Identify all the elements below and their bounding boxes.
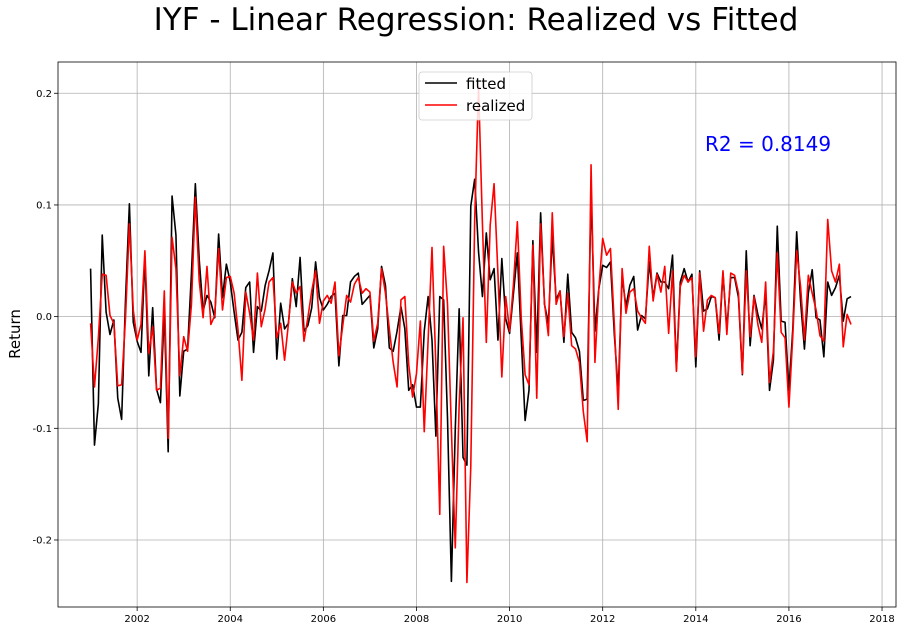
legend-box <box>418 71 533 121</box>
legend-label-fitted: fitted <box>466 75 506 93</box>
x-tick-label: 2008 <box>404 614 429 625</box>
x-tick-label: 2018 <box>869 614 894 625</box>
x-axis: 2002 2004 2006 2008 2010 2012 2014 2016 2018 <box>124 607 895 625</box>
r2-annotation: R2 = 0.8149 <box>705 132 831 156</box>
x-tick-label: 2016 <box>776 614 801 625</box>
y-tick-label: 0.2 <box>36 89 52 100</box>
y-tick-label: -0.2 <box>32 535 52 546</box>
y-tick-label: 0.1 <box>36 200 52 211</box>
legend: fitted realized <box>418 71 533 121</box>
series-lines <box>89 85 852 584</box>
x-tick-label: 2006 <box>311 614 336 625</box>
y-tick-label: 0.0 <box>36 312 52 323</box>
plot-frame <box>57 61 897 608</box>
y-tick-label: -0.1 <box>32 424 52 435</box>
x-tick-label: 2012 <box>590 614 615 625</box>
y-axis-label: Return <box>6 309 24 359</box>
x-tick-label: 2010 <box>497 614 522 625</box>
chart-title: IYF - Linear Regression: Realized vs Fit… <box>154 2 799 38</box>
series-line-realized <box>89 85 852 584</box>
legend-label-realized: realized <box>466 97 525 115</box>
y-axis: -0.2 -0.1 0.0 0.1 0.2 <box>32 89 58 546</box>
x-tick-label: 2002 <box>124 614 149 625</box>
x-tick-label: 2004 <box>218 614 243 625</box>
x-tick-label: 2014 <box>683 614 708 625</box>
